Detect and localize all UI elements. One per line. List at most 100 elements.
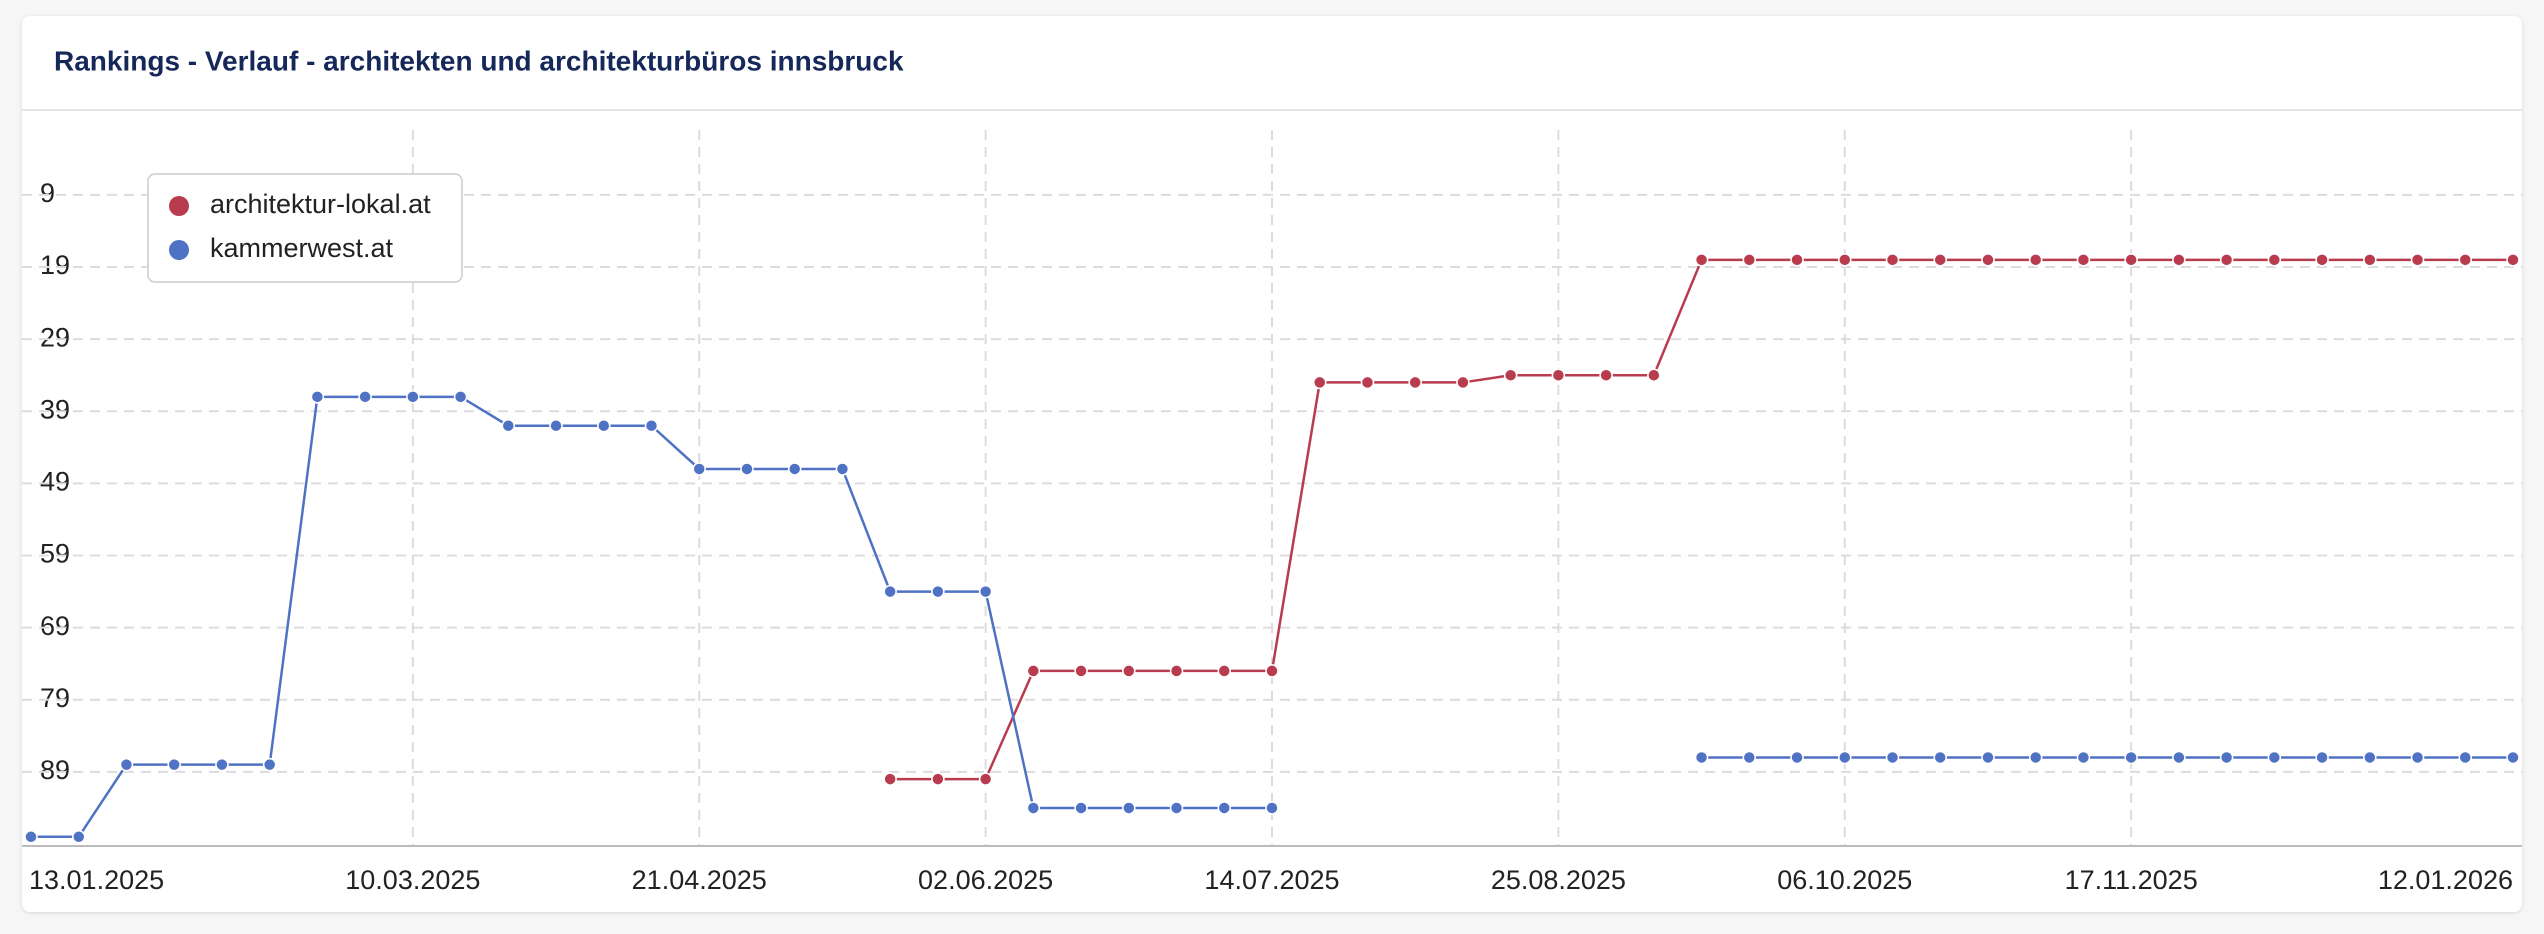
data-point	[692, 462, 706, 476]
y-tick-label: 29	[40, 322, 70, 352]
data-point	[71, 830, 86, 844]
data-point	[2076, 253, 2091, 267]
y-tick-label: 19	[40, 250, 70, 280]
data-point	[2410, 253, 2425, 267]
data-point	[167, 757, 181, 772]
data-point	[1885, 253, 1900, 267]
data-point	[1122, 801, 1136, 815]
data-point	[1885, 750, 1900, 765]
data-point	[549, 418, 563, 433]
data-point	[1169, 664, 1184, 678]
legend-label: kammerwest.at	[210, 233, 394, 263]
x-tick-label: 21.04.2025	[632, 865, 767, 895]
x-tick-label: 12.01.2026	[2378, 865, 2513, 895]
data-point	[2076, 750, 2091, 765]
data-point	[978, 772, 993, 786]
chart-title: Rankings - Verlauf - architekten und arc…	[54, 45, 904, 76]
data-point	[119, 757, 134, 772]
data-point	[1599, 368, 1613, 382]
y-tick-label: 79	[40, 683, 70, 713]
data-point	[1408, 375, 1422, 390]
data-point	[1838, 253, 1852, 267]
data-point	[1217, 801, 1232, 815]
data-point	[1790, 253, 1804, 267]
data-point	[1074, 801, 1088, 815]
data-point	[1456, 375, 1470, 390]
data-point	[2124, 253, 2138, 267]
data-point	[1981, 253, 1995, 267]
data-point	[1169, 801, 1184, 815]
data-point	[1074, 664, 1088, 678]
data-point	[1742, 253, 1757, 267]
data-point	[406, 390, 420, 404]
data-point	[1981, 750, 1995, 765]
data-point	[883, 584, 897, 599]
data-point	[931, 584, 945, 599]
data-point	[2506, 253, 2520, 267]
data-point	[2219, 750, 2234, 765]
data-point	[1122, 664, 1136, 678]
data-point	[1026, 664, 1041, 678]
data-point	[358, 390, 372, 404]
data-point	[1694, 253, 1709, 267]
data-point	[1551, 368, 1566, 382]
legend-marker	[169, 196, 189, 216]
data-point	[2267, 750, 2282, 765]
x-tick-label: 14.07.2025	[1204, 865, 1339, 895]
legend-box	[147, 173, 463, 283]
data-point	[215, 757, 229, 772]
legend-label: architektur-lokal.at	[210, 189, 431, 219]
data-point	[1647, 368, 1661, 382]
data-point	[2458, 750, 2473, 765]
x-tick-label: 10.03.2025	[345, 865, 480, 895]
data-point	[2506, 750, 2520, 765]
data-point	[24, 830, 38, 844]
series-line	[890, 258, 2513, 781]
data-point	[835, 462, 850, 476]
data-point	[2172, 253, 2186, 267]
data-point	[2458, 253, 2473, 267]
y-tick-label: 49	[40, 467, 70, 497]
data-point	[2315, 750, 2329, 765]
y-tick-label: 69	[40, 611, 70, 641]
data-point	[2410, 750, 2425, 765]
data-point	[2124, 750, 2138, 765]
data-point	[2363, 253, 2377, 267]
data-point	[1933, 253, 1947, 267]
data-point	[2315, 253, 2329, 267]
y-tick-label: 39	[40, 394, 70, 424]
legend-marker	[169, 240, 189, 260]
data-point	[883, 772, 897, 786]
data-point	[1360, 375, 1375, 390]
x-tick-label: 13.01.2025	[29, 865, 164, 895]
data-point	[2028, 253, 2043, 267]
data-point	[310, 390, 325, 404]
series-line	[31, 395, 1272, 839]
data-point	[1503, 368, 1518, 382]
y-tick-label: 89	[40, 755, 70, 785]
x-tick-label: 25.08.2025	[1491, 865, 1626, 895]
data-point	[1217, 664, 1232, 678]
data-point	[1933, 750, 1947, 765]
data-point	[931, 772, 945, 786]
data-point	[1265, 664, 1279, 678]
data-point	[2219, 253, 2234, 267]
data-point	[644, 418, 659, 433]
x-tick-label: 02.06.2025	[918, 865, 1053, 895]
data-point	[978, 584, 993, 599]
data-point	[1694, 750, 1709, 765]
data-point	[2028, 750, 2043, 765]
x-tick-label: 17.11.2025	[2065, 865, 2198, 895]
data-point	[453, 390, 468, 404]
y-tick-label: 9	[40, 178, 55, 208]
data-point	[787, 462, 802, 476]
x-tick-label: 06.10.2025	[1777, 865, 1912, 895]
data-point	[1838, 750, 1852, 765]
data-point	[1026, 801, 1041, 815]
data-point	[1312, 375, 1327, 390]
data-point	[2172, 750, 2186, 765]
data-point	[262, 757, 277, 772]
data-point	[2363, 750, 2377, 765]
data-point	[1790, 750, 1804, 765]
